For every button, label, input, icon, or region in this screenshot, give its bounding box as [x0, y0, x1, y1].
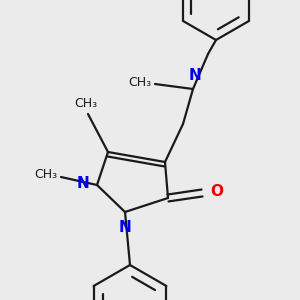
Text: O: O [210, 184, 223, 200]
Text: CH₃: CH₃ [128, 76, 151, 88]
Text: CH₃: CH₃ [74, 97, 98, 110]
Text: CH₃: CH₃ [34, 169, 57, 182]
Text: N: N [118, 220, 131, 235]
Text: N: N [76, 176, 89, 190]
Text: N: N [189, 68, 201, 83]
